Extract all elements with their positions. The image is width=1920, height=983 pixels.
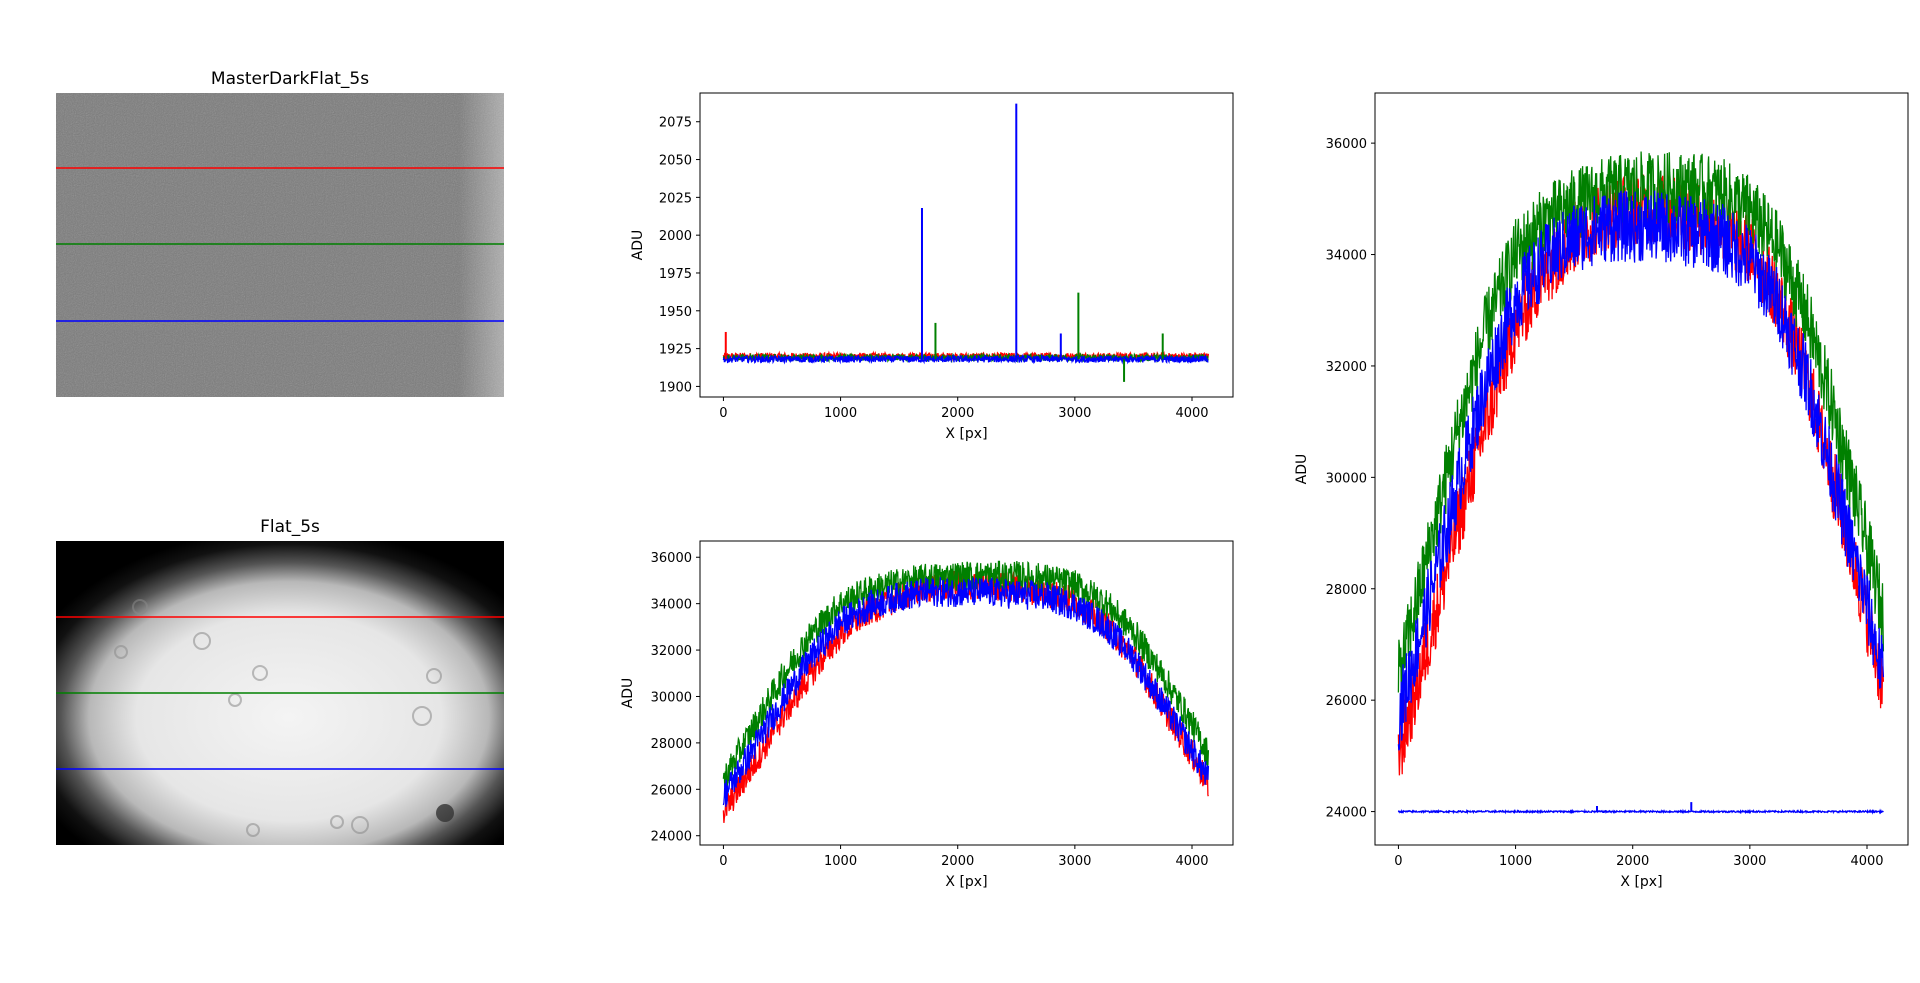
y-axis-label: ADU xyxy=(630,230,646,261)
y-tick-label: 2075 xyxy=(659,116,692,131)
x-axis-label: X [px] xyxy=(945,426,987,442)
dark-image-glow xyxy=(56,93,504,397)
x-tick-label: 3000 xyxy=(1733,854,1766,869)
y-tick-label: 36000 xyxy=(1326,137,1367,152)
series-line xyxy=(722,576,1210,807)
y-tick-label: 24000 xyxy=(1326,806,1367,821)
axes-frame xyxy=(699,92,1234,398)
y-tick-label: 30000 xyxy=(1326,471,1367,486)
y-tick-label: 2000 xyxy=(659,229,692,244)
flat-image-panel: Flat_5s xyxy=(56,517,504,845)
y-tick-label: 28000 xyxy=(651,737,692,752)
y-tick-label: 28000 xyxy=(1326,583,1367,598)
x-tick-label: 2000 xyxy=(1616,854,1649,869)
x-tick-label: 0 xyxy=(1394,854,1402,869)
y-tick-label: 34000 xyxy=(1326,249,1367,264)
axes-frame xyxy=(1374,92,1909,846)
series-line xyxy=(722,560,1210,789)
x-tick-label: 4000 xyxy=(1175,854,1208,869)
x-axis-label: X [px] xyxy=(1620,874,1662,890)
series-line xyxy=(1397,174,1885,776)
y-tick-label: 24000 xyxy=(651,830,692,845)
y-tick-label: 26000 xyxy=(1326,694,1367,709)
x-tick-label: 3000 xyxy=(1058,406,1091,421)
y-tick-label: 1950 xyxy=(659,305,692,320)
dark-image-title: MasterDarkFlat_5s xyxy=(211,69,369,89)
y-tick-label: 2050 xyxy=(659,154,692,169)
flat-image-title: Flat_5s xyxy=(260,517,320,537)
y-tick-label: 1900 xyxy=(659,380,692,395)
x-tick-label: 4000 xyxy=(1175,406,1208,421)
series-line xyxy=(1397,808,1884,815)
x-axis-label: X [px] xyxy=(945,874,987,890)
dark-profile-chart: 0 1000 2000 3000 4000 1900 1925 1950 1975 2000 202… xyxy=(630,92,1234,442)
x-tick-label: 4000 xyxy=(1850,854,1883,869)
y-tick-label: 32000 xyxy=(651,644,692,659)
y-tick-label: 34000 xyxy=(651,598,692,613)
y-tick-label: 30000 xyxy=(651,690,692,705)
y-tick-label: 26000 xyxy=(651,783,692,798)
axes-frame xyxy=(699,540,1234,846)
y-tick-label: 1975 xyxy=(659,267,692,282)
x-tick-label: 1000 xyxy=(1499,854,1532,869)
series-line xyxy=(722,353,1209,365)
x-tick-label: 3000 xyxy=(1058,854,1091,869)
series-line xyxy=(1397,151,1885,696)
series-line xyxy=(722,570,1209,823)
y-tick-label: 36000 xyxy=(651,551,692,566)
x-tick-label: 2000 xyxy=(941,854,974,869)
plot-area xyxy=(722,560,1210,823)
x-tick-label: 1000 xyxy=(824,406,857,421)
y-tick-label: 2025 xyxy=(659,191,692,206)
dark-image-panel: MasterDarkFlat_5s xyxy=(56,69,504,397)
plot-area xyxy=(722,103,1210,382)
x-tick-label: 0 xyxy=(719,854,727,869)
y-axis-label: ADU xyxy=(620,678,636,709)
x-tick-label: 0 xyxy=(719,406,727,421)
plot-area xyxy=(1397,151,1885,815)
flat-dust-dark xyxy=(436,804,454,822)
x-tick-label: 1000 xyxy=(824,854,857,869)
x-tick-label: 2000 xyxy=(941,406,974,421)
combined-profile-chart: 0 1000 2000 3000 4000 24000 26000 28000 30000 320… xyxy=(1294,92,1909,890)
flat-profile-chart: 0 1000 2000 3000 4000 24000 26000 28000 30000 320… xyxy=(620,540,1234,890)
y-tick-label: 32000 xyxy=(1326,360,1367,375)
y-tick-label: 1925 xyxy=(659,343,692,358)
series-line xyxy=(1397,190,1885,751)
y-axis-label: ADU xyxy=(1294,454,1310,485)
flat-dust-rings xyxy=(114,599,442,837)
